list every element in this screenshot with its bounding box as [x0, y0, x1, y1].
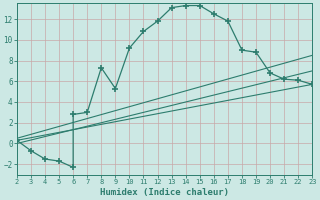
X-axis label: Humidex (Indice chaleur): Humidex (Indice chaleur) — [100, 188, 229, 197]
